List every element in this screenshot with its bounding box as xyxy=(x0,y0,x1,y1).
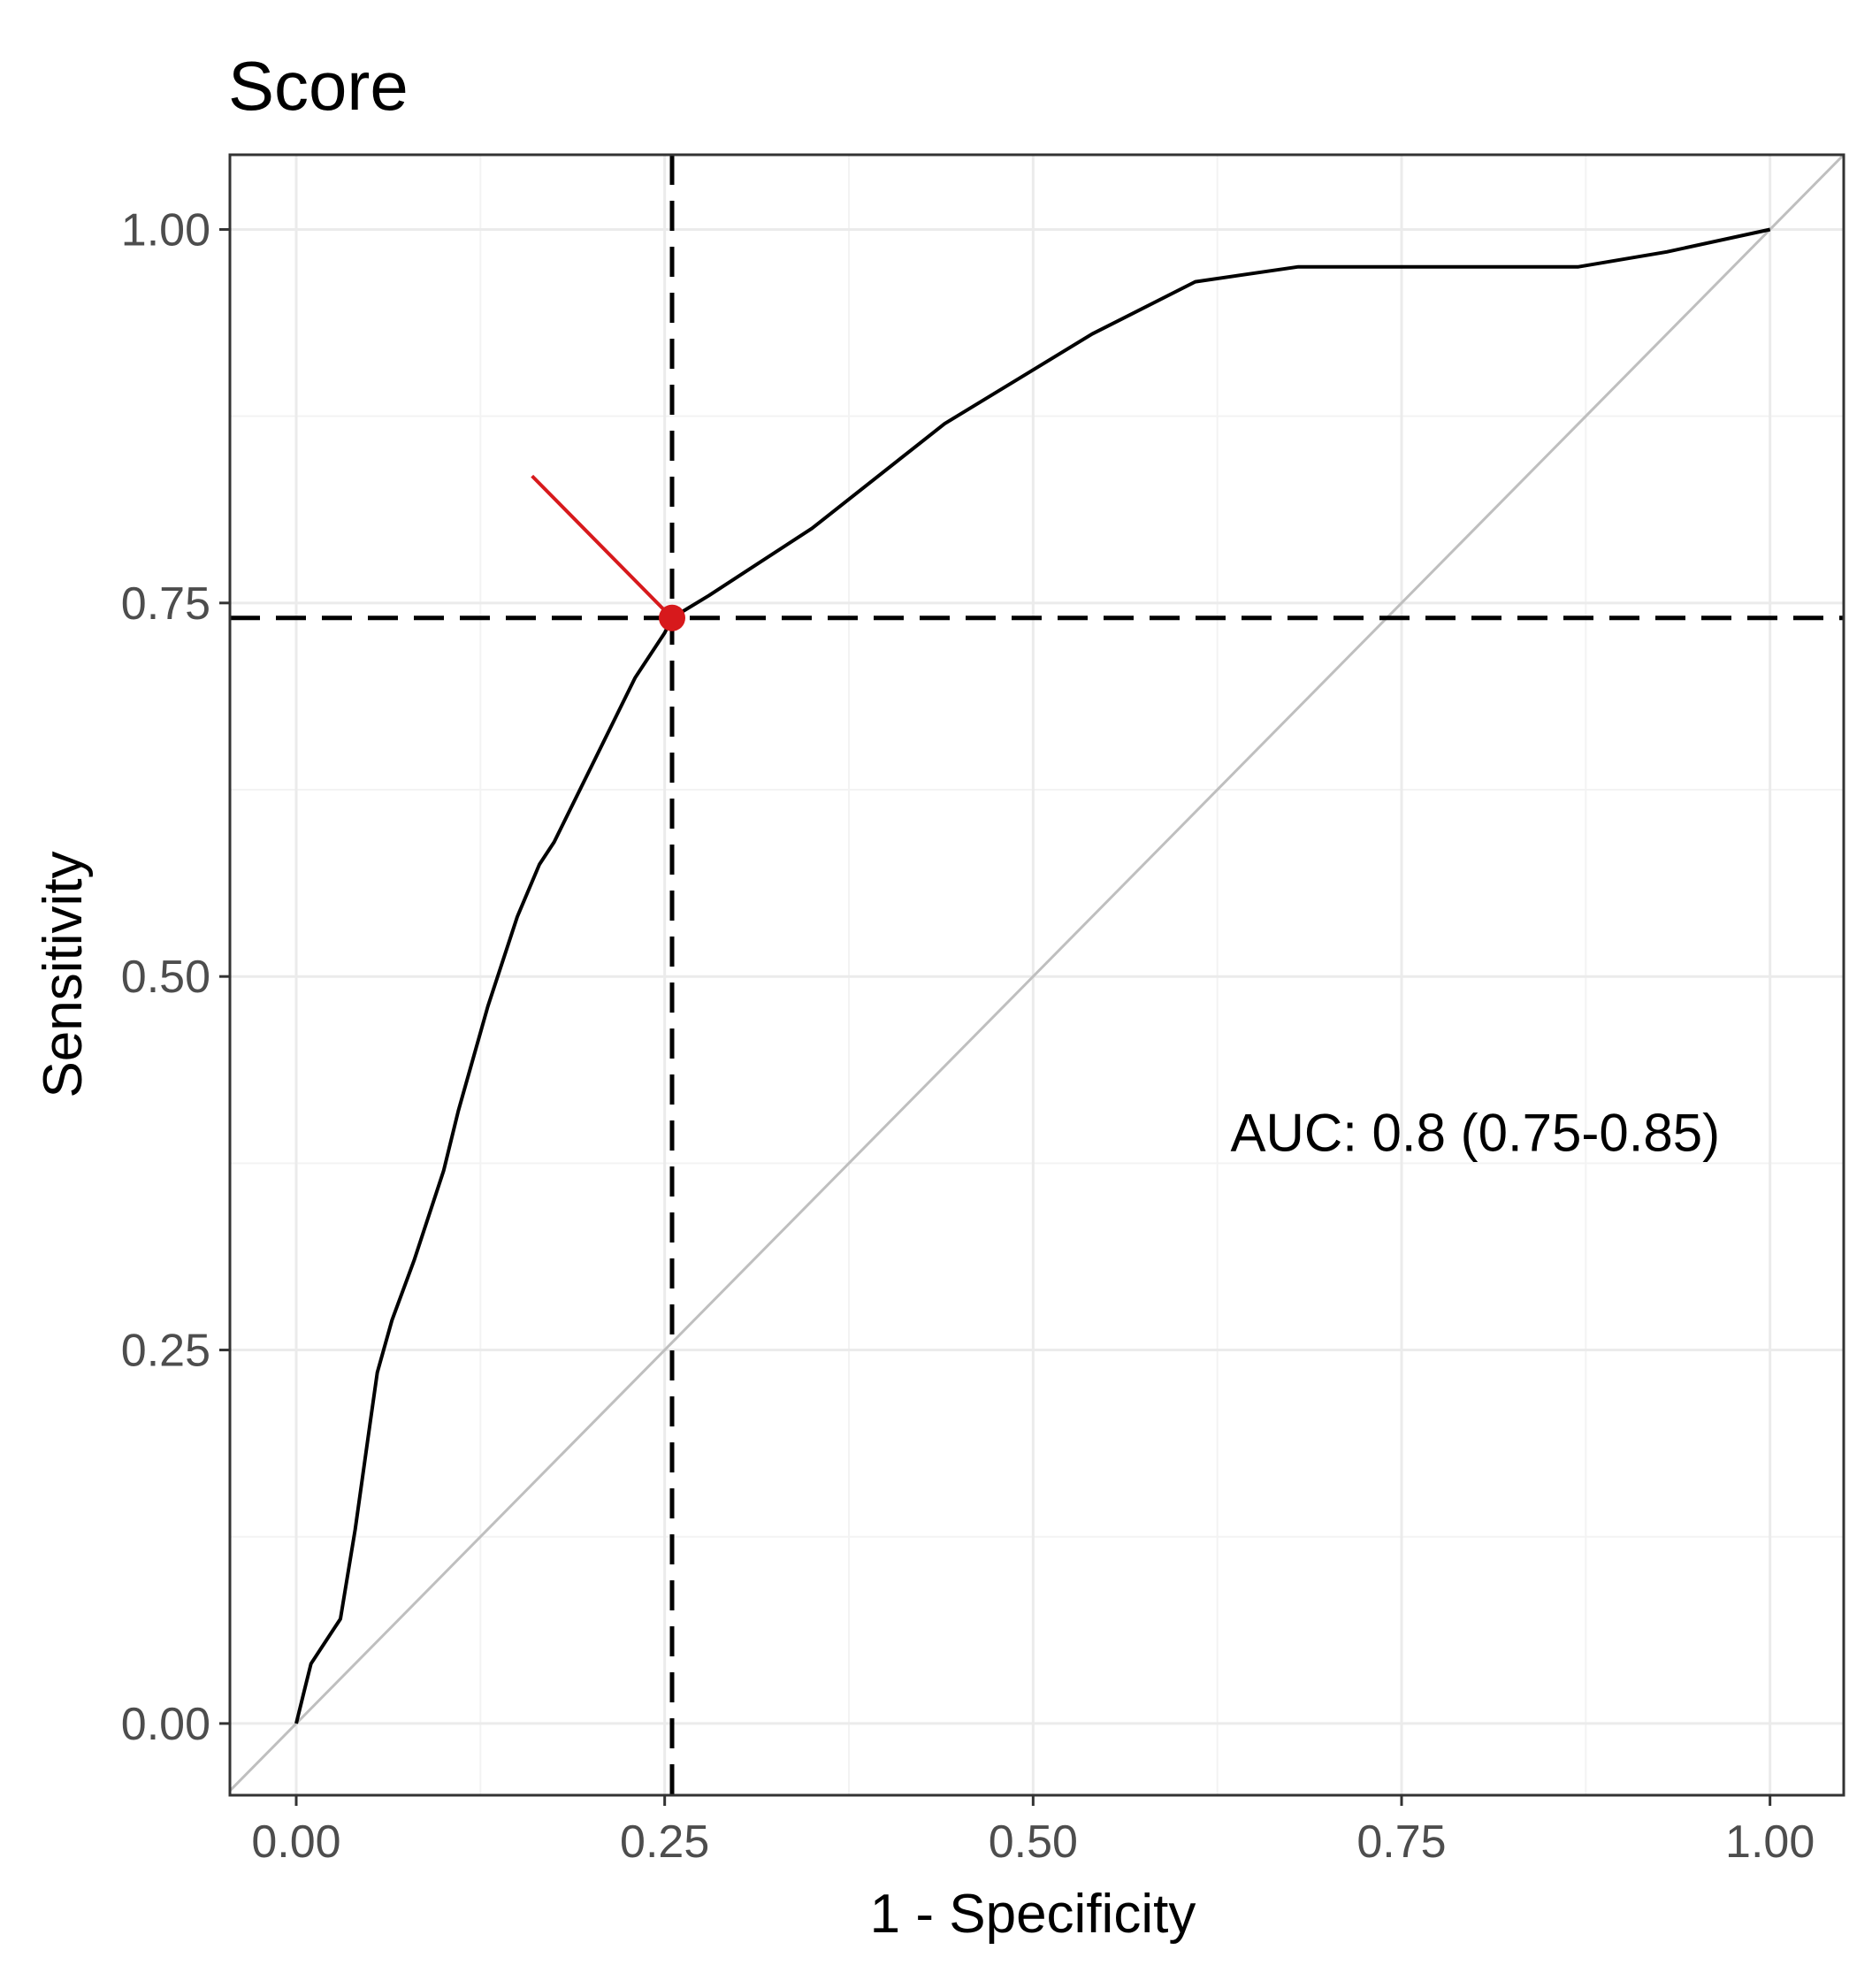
y-tick-label-4: 1.00 xyxy=(121,204,210,256)
roc-curve-line-0 xyxy=(294,227,1771,1724)
series-layer xyxy=(294,227,1771,1724)
major-grid xyxy=(230,155,1844,1795)
x-tick-label-2: 0.50 xyxy=(989,1816,1078,1868)
x-axis-ticks: 0.00 0.25 0.50 0.75 1.00 xyxy=(251,1795,1815,1868)
x-tick-label-3: 0.75 xyxy=(1356,1816,1446,1868)
y-axis-ticks: 0.00 0.25 0.50 0.75 1.00 xyxy=(121,204,230,1750)
auc-annotation: AUC: 0.8 (0.75-0.85) xyxy=(1231,1104,1721,1163)
cutoff-lines-layer xyxy=(230,155,1844,1795)
x-tick-label-4: 1.00 xyxy=(1725,1816,1815,1868)
chart-title: Score xyxy=(228,47,409,125)
cutoff-point xyxy=(659,604,685,631)
y-tick-label-0: 0.00 xyxy=(121,1699,210,1750)
y-tick-label-3: 0.75 xyxy=(121,578,210,630)
x-axis-title: 1 - Specificity xyxy=(870,1884,1196,1945)
cutoff-point-layer xyxy=(659,604,685,631)
x-tick-label-0: 0.00 xyxy=(251,1816,340,1868)
panel-border xyxy=(228,153,1845,1797)
y-tick-label-2: 0.50 xyxy=(121,952,210,1003)
y-axis-title: Sensitivity xyxy=(33,851,94,1097)
reference-diagonal-line xyxy=(228,153,1845,1792)
reference-line-layer xyxy=(228,153,1845,1792)
y-tick-label-1: 0.25 xyxy=(121,1326,210,1377)
arrow-layer xyxy=(531,474,674,620)
minor-grid xyxy=(230,155,1844,1795)
x-tick-label-1: 0.25 xyxy=(620,1816,709,1868)
cutoff-arrow xyxy=(531,474,674,620)
